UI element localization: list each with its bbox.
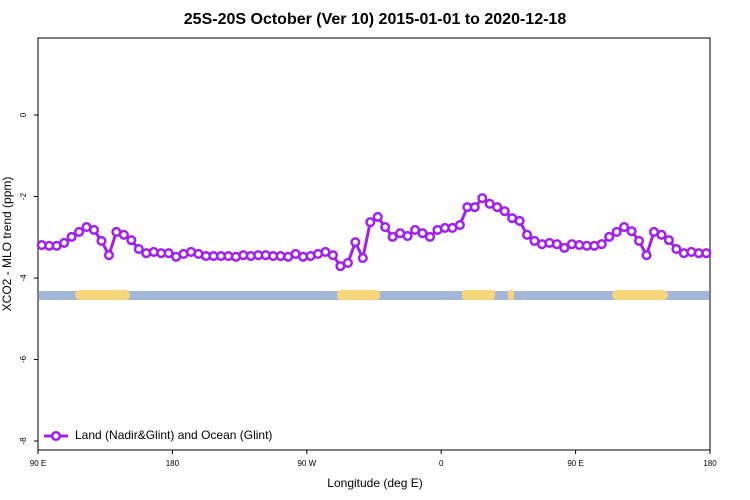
series-line — [41, 196, 707, 269]
data-point — [66, 231, 77, 242]
data-point — [357, 253, 368, 264]
data-point — [663, 235, 674, 246]
data-point — [342, 257, 353, 268]
y-tick-label: -4 — [19, 274, 28, 282]
data-point — [626, 226, 637, 237]
data-point — [634, 235, 645, 246]
x-tick-label: 180 — [166, 459, 180, 468]
data-point — [701, 248, 712, 259]
x-tick-label: 90 E — [567, 459, 583, 468]
land-band — [337, 290, 380, 300]
legend-marker — [50, 430, 62, 442]
data-point — [417, 228, 428, 239]
data-point — [514, 215, 525, 227]
y-axis-label: XCO2 - MLO trend (ppm) — [0, 177, 14, 312]
data-point — [59, 237, 70, 249]
land-ocean-strip — [39, 290, 709, 300]
data-point — [350, 237, 361, 248]
data-point — [88, 224, 100, 235]
legend-label: Land (Nadir&Glint) and Ocean (Glint) — [75, 428, 272, 442]
data-point — [163, 248, 174, 259]
chart-title: 25S-20S October (Ver 10) 2015-01-01 to 2… — [184, 11, 567, 28]
land-band — [508, 290, 514, 300]
x-tick-label: 90 E — [30, 459, 46, 468]
data-point — [126, 235, 137, 246]
data-point — [596, 239, 607, 250]
data-point — [492, 202, 503, 213]
land-band — [75, 290, 130, 300]
y-tick-label: -6 — [19, 355, 28, 363]
data-point — [641, 250, 652, 261]
data-point — [387, 231, 398, 242]
data-point — [551, 239, 562, 250]
data-point — [499, 206, 510, 217]
x-tick-label: 180 — [703, 459, 717, 468]
data-point — [522, 229, 533, 240]
y-tick-label: -8 — [19, 437, 28, 445]
data-point — [604, 231, 615, 242]
data-point — [559, 242, 570, 253]
data-point — [402, 231, 413, 242]
x-tick-label: 90 W — [297, 459, 316, 468]
data-point — [96, 235, 107, 246]
data-point — [656, 229, 667, 240]
x-axis-label: Longitude (deg E) — [327, 476, 422, 490]
land-band — [612, 290, 668, 300]
data-point — [327, 250, 338, 261]
x-tick-label: 0 — [439, 459, 444, 468]
data-point — [118, 229, 129, 240]
data-point — [365, 217, 376, 228]
data-point — [103, 250, 114, 261]
data-point — [380, 222, 391, 233]
data-point — [454, 220, 465, 231]
data-point — [74, 226, 85, 238]
data-point — [477, 193, 488, 204]
data-point — [671, 244, 682, 255]
data-point — [619, 222, 630, 233]
y-tick-label: -2 — [19, 192, 28, 200]
data-point — [611, 226, 622, 238]
data-point — [133, 244, 144, 255]
y-tick-label: 0 — [19, 112, 28, 117]
data-point — [469, 202, 480, 213]
land-band — [462, 290, 495, 300]
plot-frame — [37, 37, 711, 451]
data-point — [372, 211, 383, 222]
data-point — [424, 231, 436, 242]
